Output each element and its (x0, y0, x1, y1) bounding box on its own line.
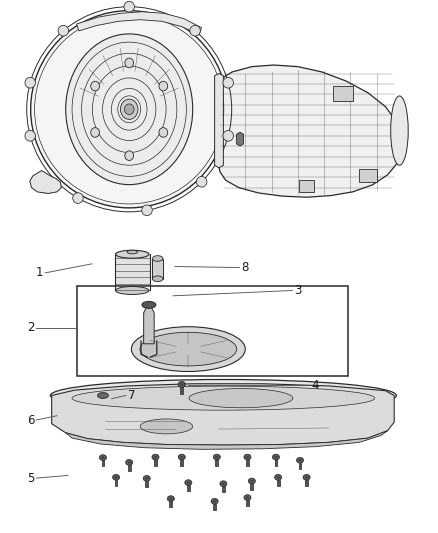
Text: 7: 7 (127, 389, 135, 402)
Bar (128, 465, 131, 471)
Bar (299, 463, 301, 469)
Polygon shape (52, 384, 394, 445)
Ellipse shape (189, 389, 293, 408)
Ellipse shape (124, 104, 134, 115)
Text: 5: 5 (27, 472, 34, 484)
Polygon shape (66, 431, 388, 449)
Ellipse shape (178, 454, 185, 460)
Ellipse shape (143, 475, 150, 481)
Text: 8: 8 (242, 261, 249, 274)
Bar (187, 485, 190, 491)
Ellipse shape (159, 81, 168, 91)
Ellipse shape (140, 333, 237, 366)
Bar (170, 501, 172, 507)
Ellipse shape (223, 77, 233, 88)
Ellipse shape (31, 11, 228, 208)
Text: 3: 3 (294, 284, 301, 297)
Ellipse shape (185, 480, 192, 486)
Ellipse shape (297, 457, 304, 463)
Bar (299, 180, 314, 192)
Ellipse shape (220, 481, 227, 487)
Ellipse shape (25, 77, 35, 88)
Bar (145, 481, 148, 487)
Ellipse shape (152, 454, 159, 460)
Ellipse shape (131, 327, 245, 372)
Ellipse shape (178, 382, 186, 387)
Ellipse shape (91, 127, 99, 137)
Bar (277, 480, 279, 486)
Bar (154, 459, 157, 466)
Ellipse shape (275, 474, 282, 480)
Bar (213, 504, 216, 510)
Ellipse shape (73, 193, 83, 204)
Bar (222, 486, 225, 492)
Bar (180, 459, 183, 466)
Bar (180, 387, 183, 393)
Ellipse shape (213, 454, 220, 460)
Text: 6: 6 (27, 414, 35, 426)
Bar (275, 459, 277, 466)
Ellipse shape (190, 26, 200, 36)
Bar (251, 483, 253, 490)
Bar (152, 259, 163, 279)
Ellipse shape (99, 455, 106, 461)
Ellipse shape (120, 99, 138, 119)
Polygon shape (144, 308, 154, 344)
Bar (359, 169, 377, 182)
Bar (77, 286, 348, 376)
Ellipse shape (167, 496, 174, 502)
Bar (246, 459, 249, 466)
Text: 4: 4 (311, 379, 319, 392)
Ellipse shape (142, 302, 156, 308)
Ellipse shape (125, 58, 134, 68)
Ellipse shape (152, 276, 163, 281)
Ellipse shape (196, 176, 207, 187)
Bar (305, 480, 308, 486)
Ellipse shape (248, 478, 255, 484)
Ellipse shape (116, 251, 149, 258)
Ellipse shape (272, 454, 279, 460)
Ellipse shape (91, 81, 99, 91)
Text: 1: 1 (35, 266, 43, 279)
Polygon shape (218, 65, 402, 197)
Ellipse shape (244, 495, 251, 500)
Ellipse shape (124, 2, 134, 12)
Bar (115, 480, 117, 486)
Ellipse shape (72, 386, 375, 410)
Ellipse shape (303, 474, 310, 480)
Ellipse shape (127, 251, 138, 254)
Bar (246, 500, 249, 506)
Ellipse shape (140, 419, 193, 434)
Text: 2: 2 (27, 321, 35, 334)
Bar (333, 86, 353, 101)
Ellipse shape (113, 474, 120, 480)
Polygon shape (115, 254, 150, 290)
Bar (215, 459, 218, 466)
Ellipse shape (50, 379, 396, 411)
Ellipse shape (58, 26, 69, 36)
Polygon shape (215, 74, 223, 168)
Ellipse shape (159, 127, 168, 137)
Ellipse shape (142, 205, 152, 215)
Polygon shape (237, 132, 244, 146)
Ellipse shape (391, 96, 408, 165)
Bar (102, 460, 104, 466)
Ellipse shape (223, 131, 233, 141)
Ellipse shape (152, 256, 163, 261)
Ellipse shape (211, 498, 218, 504)
Ellipse shape (244, 454, 251, 460)
Polygon shape (77, 12, 201, 35)
Ellipse shape (126, 459, 133, 465)
Polygon shape (30, 171, 61, 193)
Ellipse shape (66, 34, 193, 184)
Ellipse shape (25, 131, 35, 141)
Ellipse shape (125, 151, 134, 160)
Ellipse shape (97, 392, 108, 399)
Ellipse shape (116, 287, 149, 294)
